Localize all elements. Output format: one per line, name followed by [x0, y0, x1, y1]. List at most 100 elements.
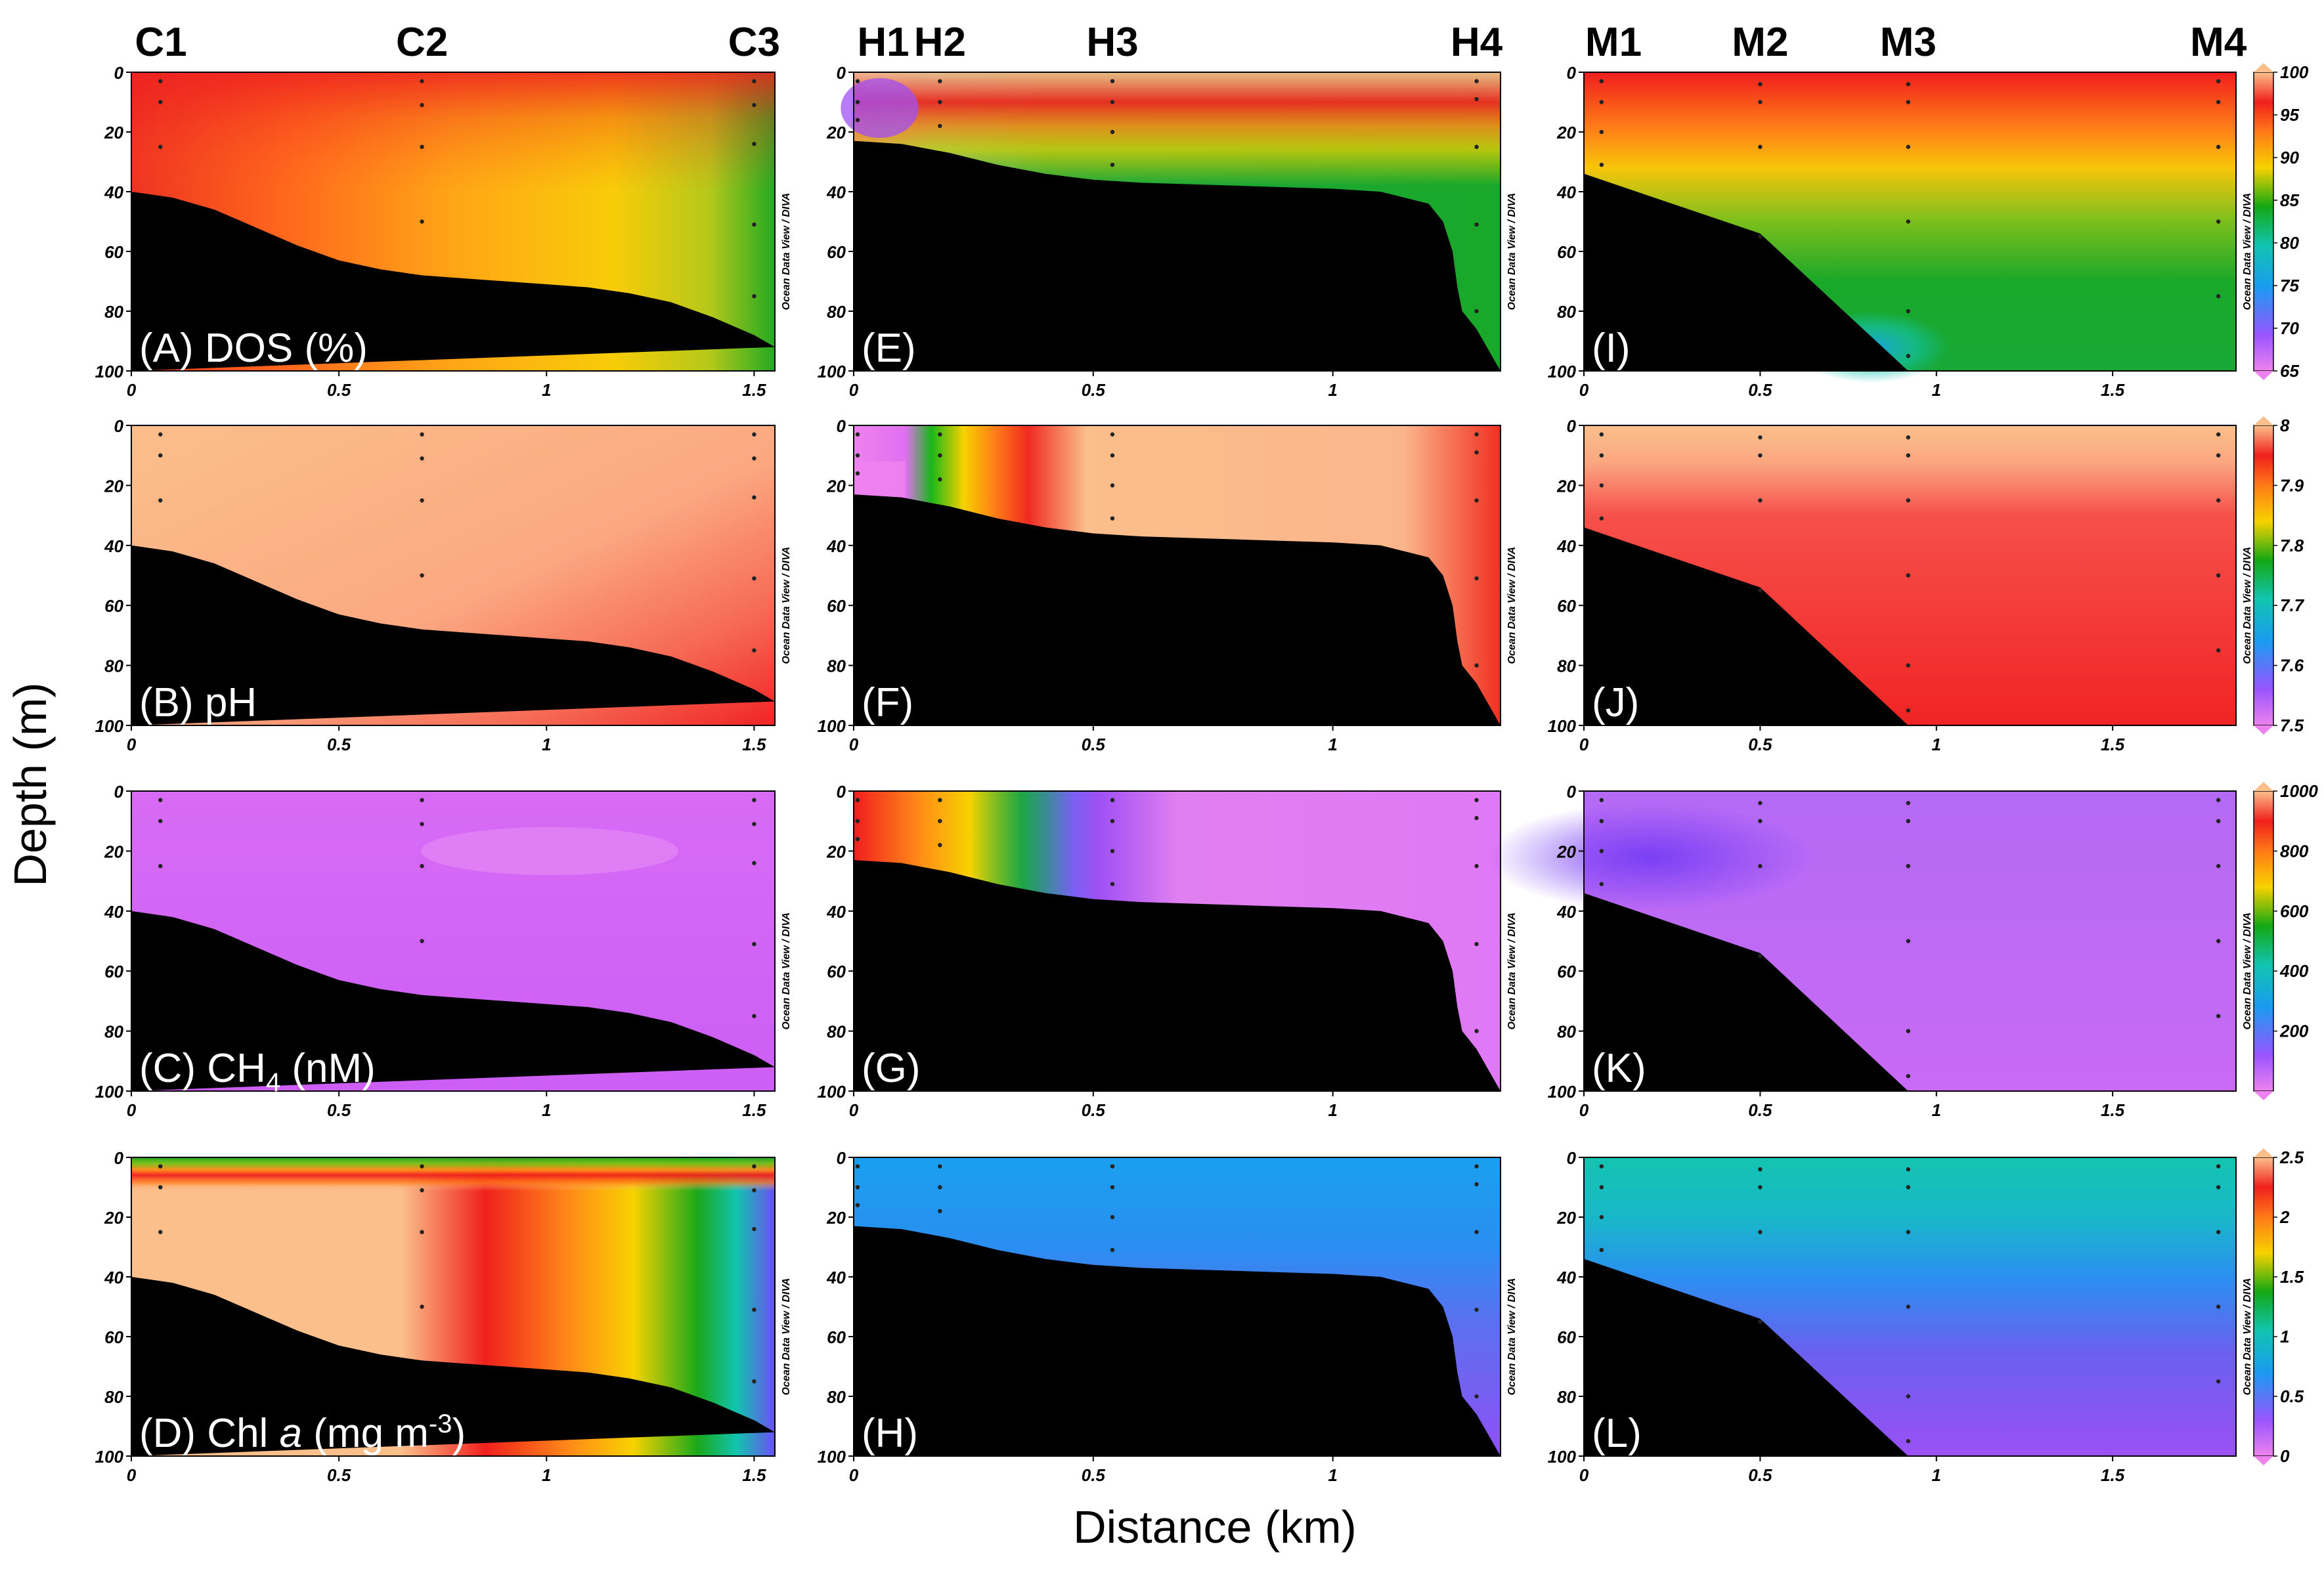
y-tick-label: 20 — [104, 842, 123, 861]
colorbar-arrow-bottom — [2254, 1456, 2273, 1465]
panel-frame — [1583, 790, 2237, 1092]
colorbar-tick-label: 7.8 — [2280, 536, 2304, 555]
colorbar-tick-label: 85 — [2280, 190, 2299, 210]
sample-point — [1758, 82, 1763, 87]
colorbar-tick-label: 75 — [2280, 276, 2299, 295]
station-label-c3: C3 — [728, 20, 780, 65]
y-tick-label: 80 — [827, 1022, 846, 1042]
sample-point — [1474, 1230, 1479, 1234]
x-tick-label: 1 — [542, 1100, 551, 1120]
sample-point — [1599, 1247, 1604, 1253]
low-oxygen-patch — [841, 78, 919, 139]
sample-point — [2216, 864, 2221, 869]
y-tick-label: 100 — [95, 1447, 124, 1467]
x-tick-label: 0.5 — [1082, 1100, 1106, 1120]
seabed — [1584, 893, 1908, 1091]
seabed — [854, 860, 1501, 1091]
x-tick-label: 0.5 — [1748, 1100, 1772, 1120]
panel-frame — [853, 1157, 1501, 1457]
colorbar-tick-label: 70 — [2280, 318, 2299, 338]
sample-point — [855, 100, 860, 104]
sample-point — [1599, 79, 1604, 83]
sample-point — [1110, 1185, 1115, 1190]
x-tick-label: 0 — [1579, 380, 1589, 400]
y-tick-label: 40 — [104, 183, 123, 202]
sample-point — [1110, 1247, 1115, 1253]
y-tick-label: 80 — [1557, 1022, 1576, 1042]
colorbar-tick-label: 0 — [2280, 1446, 2290, 1466]
x-tick-label: 0.5 — [327, 380, 351, 400]
sample-point — [158, 100, 163, 104]
y-tick-label: 0 — [1567, 1148, 1577, 1168]
sample-point — [855, 432, 860, 437]
panel-frame — [131, 72, 776, 372]
y-tick-label: 0 — [114, 63, 124, 83]
x-tick-label: 0 — [849, 1100, 859, 1120]
panel-label-i: (I) — [1592, 326, 1631, 371]
sample-point — [752, 861, 756, 865]
colorbar-arrow-bottom — [2254, 725, 2273, 735]
colorbar-tick-label: 1000 — [2280, 781, 2318, 801]
sample-point — [158, 1164, 163, 1169]
seabed — [131, 1277, 775, 1456]
sample-point — [1474, 1182, 1479, 1187]
x-tick-label: 0.5 — [1748, 735, 1772, 754]
sample-point — [420, 144, 424, 149]
sample-point — [1474, 498, 1479, 503]
x-tick-label: 1 — [1932, 735, 1941, 754]
x-tick-label: 0.5 — [327, 1465, 351, 1485]
sample-point — [752, 1188, 756, 1193]
x-tick-label: 0.5 — [327, 735, 351, 754]
colorbar-arrow-bottom — [2254, 1091, 2273, 1100]
y-tick-label: 0 — [837, 416, 846, 436]
sample-point — [752, 102, 756, 108]
sample-point — [1474, 144, 1479, 149]
colorbar-ph: 8 7.9 7.8 7.7 7.6 7.5 — [2253, 416, 2305, 735]
panel-frame — [853, 790, 1501, 1092]
sample-point — [1599, 162, 1604, 167]
sample-point — [1110, 162, 1115, 167]
sample-point — [1474, 432, 1479, 437]
station-label-h3: H3 — [1086, 20, 1138, 65]
seabed — [854, 140, 1501, 371]
panel-label-k: (K) — [1592, 1046, 1646, 1091]
sample-point — [1906, 354, 1911, 358]
panel-frame — [1583, 72, 2237, 372]
x-tick-label: 1 — [1932, 1465, 1941, 1485]
colorbar-ramp — [2253, 790, 2274, 1092]
station-label-h2: H2 — [914, 20, 966, 65]
sample-point — [1758, 588, 1763, 593]
x-tick-label: 1 — [542, 380, 551, 400]
y-tick-label: 60 — [1557, 1327, 1576, 1347]
colorbar-ch4: 1000 800 600 400 200 — [2253, 781, 2318, 1100]
y-tick-label: 0 — [837, 63, 846, 83]
sample-point — [2216, 1014, 2221, 1018]
sample-point — [420, 79, 424, 83]
colorbar-ramp — [2253, 72, 2274, 372]
y-tick-label: 100 — [818, 362, 846, 381]
sample-point — [938, 432, 942, 437]
sample-point — [1599, 798, 1604, 802]
sample-point — [1906, 663, 1911, 668]
colorbar-arrow-top — [2254, 1148, 2273, 1157]
y-tick-label: 100 — [1548, 1447, 1577, 1467]
y-tick-label: 20 — [1556, 842, 1576, 861]
sample-point — [938, 1209, 942, 1214]
station-label-c1: C1 — [135, 20, 186, 65]
y-tick-label: 100 — [818, 1082, 846, 1102]
x-tick-label: 1.5 — [2101, 380, 2125, 400]
sample-point — [2216, 1164, 2221, 1169]
y-tick-label: 100 — [818, 1447, 846, 1467]
panel-label-j: (J) — [1592, 680, 1639, 725]
panel-frame — [1583, 1157, 2237, 1457]
y-tick-label: 100 — [818, 716, 846, 736]
colorbar-tick-label: 2 — [2279, 1207, 2290, 1227]
seabed — [131, 192, 775, 371]
sample-point — [158, 819, 163, 823]
x-tick-label: 1 — [1328, 735, 1337, 754]
colorbar-tick-label: 1 — [2280, 1327, 2289, 1346]
